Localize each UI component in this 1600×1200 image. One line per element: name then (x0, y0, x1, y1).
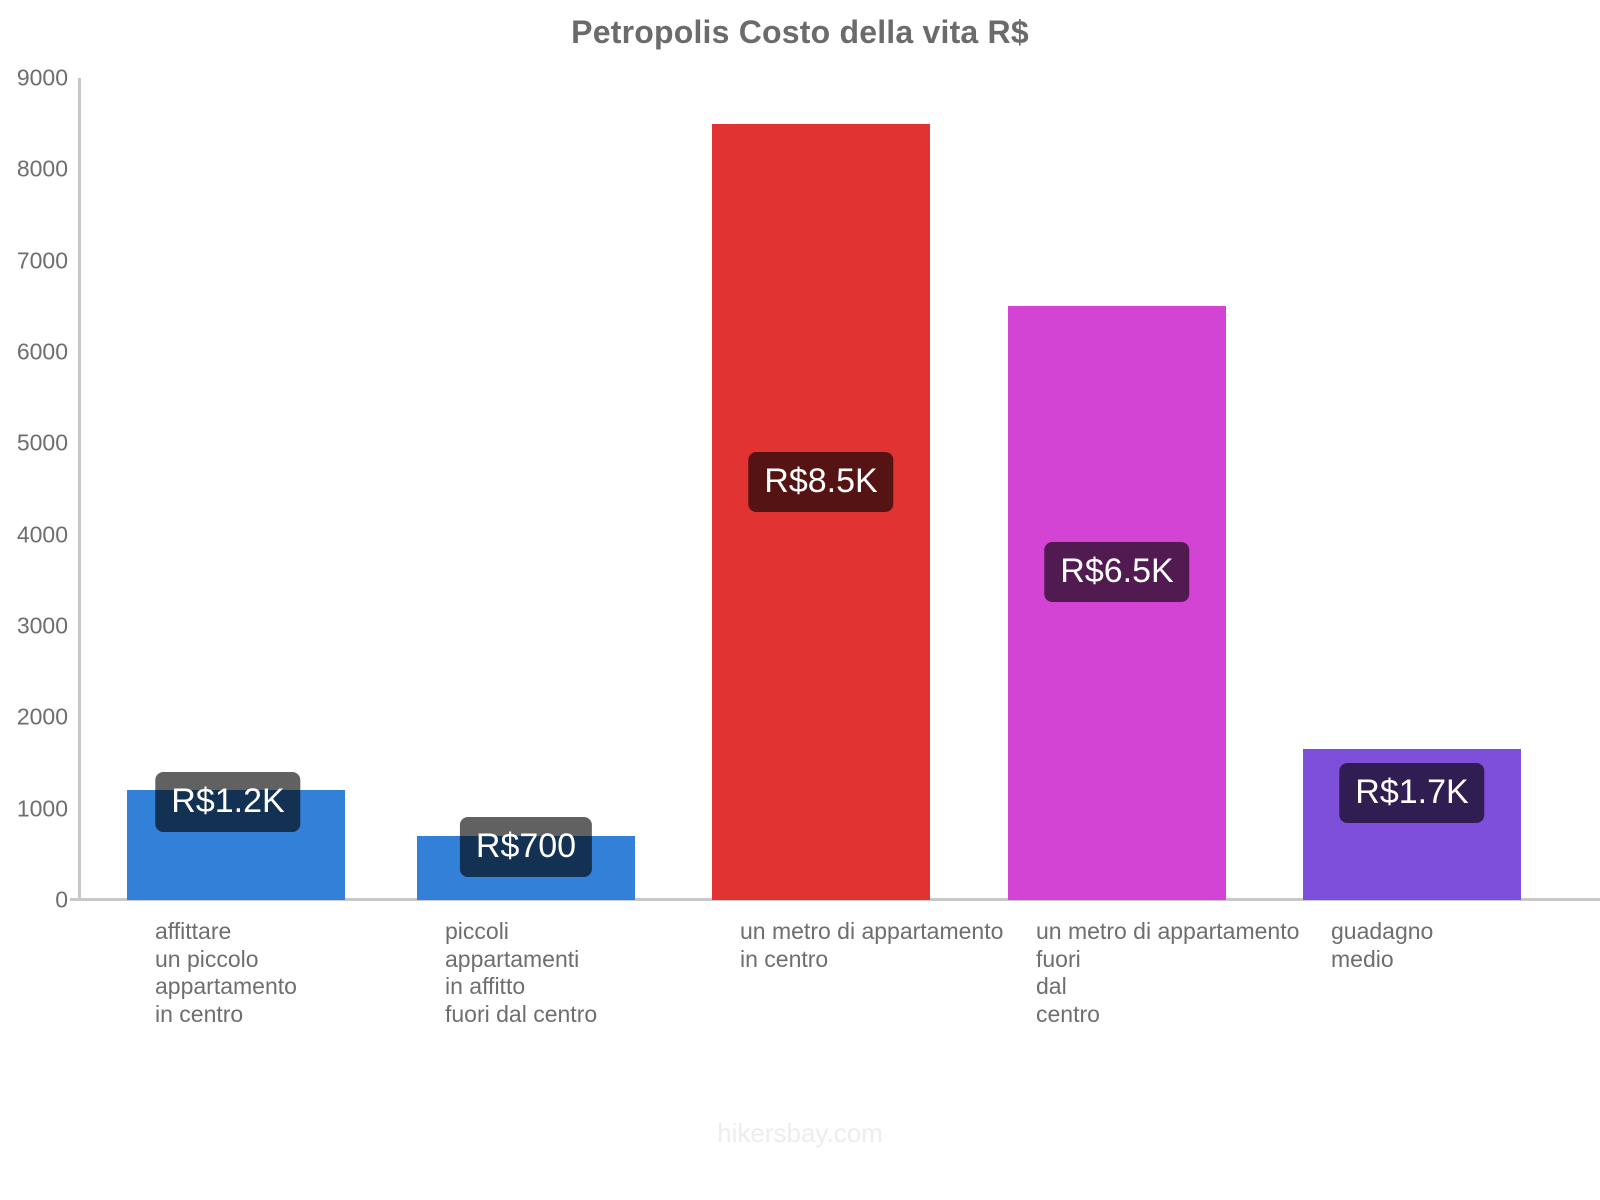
bar[interactable] (1008, 306, 1226, 900)
bar-value-label: R$8.5K (748, 452, 894, 512)
y-axis-tick-label: 9000 (16, 64, 68, 91)
y-axis-tick-label: 4000 (16, 521, 68, 548)
watermark-text: hikersbay.com (717, 1118, 883, 1148)
x-axis-category-label: un metro di appartamento in centro (740, 918, 1004, 972)
y-axis-line (78, 78, 81, 900)
x-axis-category-label: un metro di appartamento fuori dal centr… (1036, 918, 1300, 1027)
page-title: Petropolis Costo della vita R$ (571, 14, 1029, 50)
y-axis-tick-label: 3000 (16, 612, 68, 639)
bar-value-label: R$6.5K (1044, 542, 1190, 602)
y-axis-tick-label: 8000 (16, 155, 68, 182)
y-axis-tick-label: 5000 (16, 429, 68, 456)
x-axis-category-label: affittare un piccolo appartamento in cen… (155, 918, 297, 1027)
x-axis-category-label: guadagno medio (1331, 918, 1434, 972)
bar-value-label: R$1.7K (1339, 763, 1485, 823)
y-axis-tick-label: 1000 (16, 795, 68, 822)
y-axis-tick-label: 7000 (16, 247, 68, 274)
y-axis-tick-label: 6000 (16, 338, 68, 365)
bar-value-label: R$700 (459, 817, 593, 877)
x-axis-category-label: piccoli appartamenti in affitto fuori da… (445, 918, 598, 1027)
y-axis-tick-label: 0 (55, 886, 68, 913)
y-axis-tick-label: 2000 (16, 703, 68, 730)
bar-value-label: R$1.2K (155, 772, 301, 832)
